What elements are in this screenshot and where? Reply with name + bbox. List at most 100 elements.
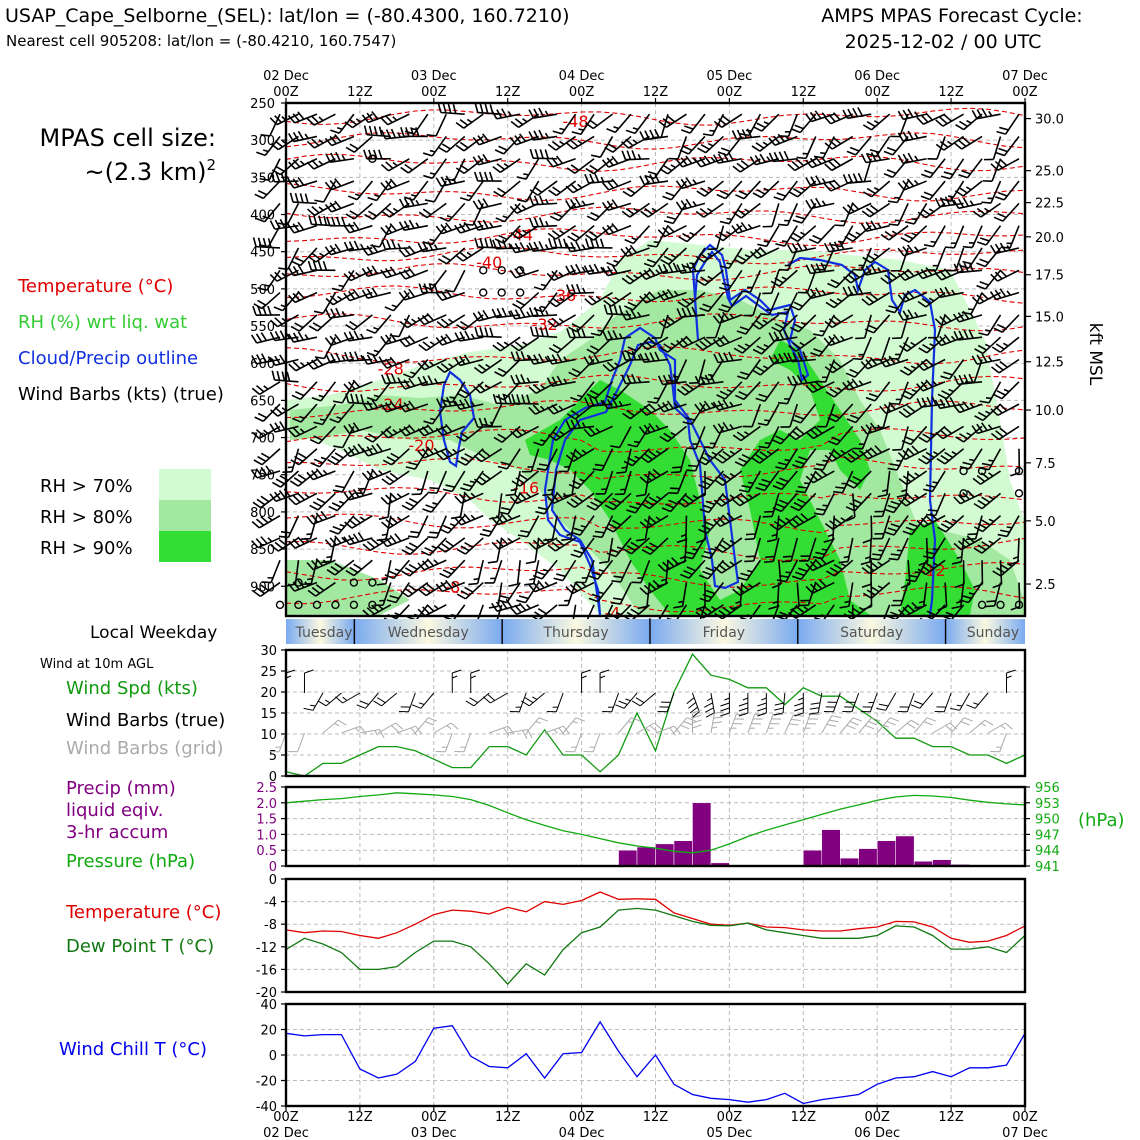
calm-circle: [294, 600, 303, 610]
barb-flag: [514, 309, 521, 319]
wind-barb: [695, 202, 724, 218]
barb-flag: [630, 541, 640, 548]
barb-half: [827, 533, 834, 538]
barb-flag: [828, 440, 838, 446]
barb-flag: [829, 298, 839, 306]
wind-barb: [290, 314, 318, 332]
top-date-label: 02 Dec: [263, 69, 309, 84]
barb-staff: [255, 245, 281, 249]
barb-flag: [329, 244, 337, 254]
barb-flag: [442, 524, 453, 531]
barb-flag: [422, 375, 429, 386]
wind-barb: [422, 135, 447, 157]
barb-flag: [829, 520, 838, 528]
barb-flag: [917, 568, 927, 576]
wind-barb: [640, 492, 669, 510]
barb-flag: [694, 375, 701, 386]
wind-barb: [962, 225, 983, 249]
barb-flag: [570, 164, 580, 171]
barb-staff: [858, 717, 872, 734]
barb-flag: [291, 394, 301, 401]
barb-staff: [663, 403, 687, 413]
barb-half: [466, 251, 472, 257]
barb-flag: [306, 161, 315, 170]
barb-flag: [827, 416, 837, 423]
barb-flag: [260, 452, 270, 459]
barb-flag: [294, 257, 305, 263]
barb-half: [729, 401, 734, 407]
barb-staff: [312, 470, 336, 481]
barb-half: [337, 295, 343, 301]
barb-staff: [743, 448, 761, 467]
pressure-tick-label: 400: [250, 209, 275, 224]
barb-flag: [814, 380, 823, 389]
wind-barb: [640, 448, 669, 464]
barb-half: [637, 377, 642, 383]
barb-staff: [993, 582, 1002, 607]
weekday-name: Wednesday: [388, 625, 469, 641]
barb-flag: [524, 697, 534, 704]
barb-flag: [330, 565, 340, 573]
barb-flag: [998, 147, 1008, 153]
barb-flag: [403, 269, 411, 278]
barb-half: [394, 568, 401, 572]
wind-barb: [772, 492, 798, 513]
barb-flag: [533, 354, 540, 364]
barb-half: [378, 469, 384, 475]
barb-half: [510, 488, 517, 492]
barb-staff: [588, 358, 613, 366]
wind-barb: [768, 352, 798, 365]
barb-flag: [500, 513, 508, 522]
barb-flag: [378, 516, 389, 520]
wind-barb: [250, 332, 281, 344]
wind-barb: [583, 425, 613, 438]
barb-staff: [517, 425, 540, 439]
barb-staff: [325, 692, 342, 707]
barb-flag: [446, 397, 452, 407]
barb-flag: [472, 136, 480, 146]
barb-staff: [256, 358, 281, 365]
barb-flag: [943, 313, 952, 322]
barb-staff: [910, 425, 928, 445]
barb-flag: [699, 608, 708, 616]
wind-barb-grid: [565, 732, 583, 753]
barb-staff: [722, 537, 743, 553]
barb-flag: [818, 468, 827, 476]
wind-barb: [313, 403, 337, 426]
barb-flag: [902, 530, 913, 536]
barb-flag: [463, 221, 471, 231]
barb-staff: [269, 113, 281, 137]
barb-staff: [997, 269, 1020, 282]
wind-barb: [993, 202, 1020, 222]
wind-barb: [417, 604, 447, 617]
barb-flag: [382, 459, 392, 466]
barb-flag: [260, 332, 268, 341]
wind-barb: [713, 351, 742, 364]
barb-half: [339, 523, 346, 528]
barb-half: [529, 578, 535, 581]
barb-staff: [348, 358, 373, 362]
barb-flag: [647, 400, 657, 404]
barb-flag: [876, 707, 886, 711]
barb-flag: [459, 331, 466, 341]
barb-flag: [344, 521, 353, 529]
barb-flag: [981, 496, 991, 503]
barb-flag: [389, 333, 397, 342]
barb-flag: [663, 343, 673, 350]
barb-flag: [440, 581, 448, 591]
barb-flag: [338, 719, 347, 726]
barb-staff: [614, 381, 632, 401]
barb-flag: [719, 190, 730, 196]
barb-flag: [552, 344, 562, 351]
barb-flag: [378, 149, 383, 160]
barb-flag: [590, 501, 600, 508]
barb-flag: [699, 252, 709, 260]
barb-flag: [833, 241, 840, 251]
barb-staff: [722, 448, 743, 464]
barb-half: [984, 329, 991, 332]
wind-barb: [289, 192, 317, 205]
barb-flag: [329, 529, 339, 535]
barb-flag: [720, 712, 730, 717]
barb-flag: [408, 288, 416, 298]
barb-flag: [385, 161, 394, 169]
